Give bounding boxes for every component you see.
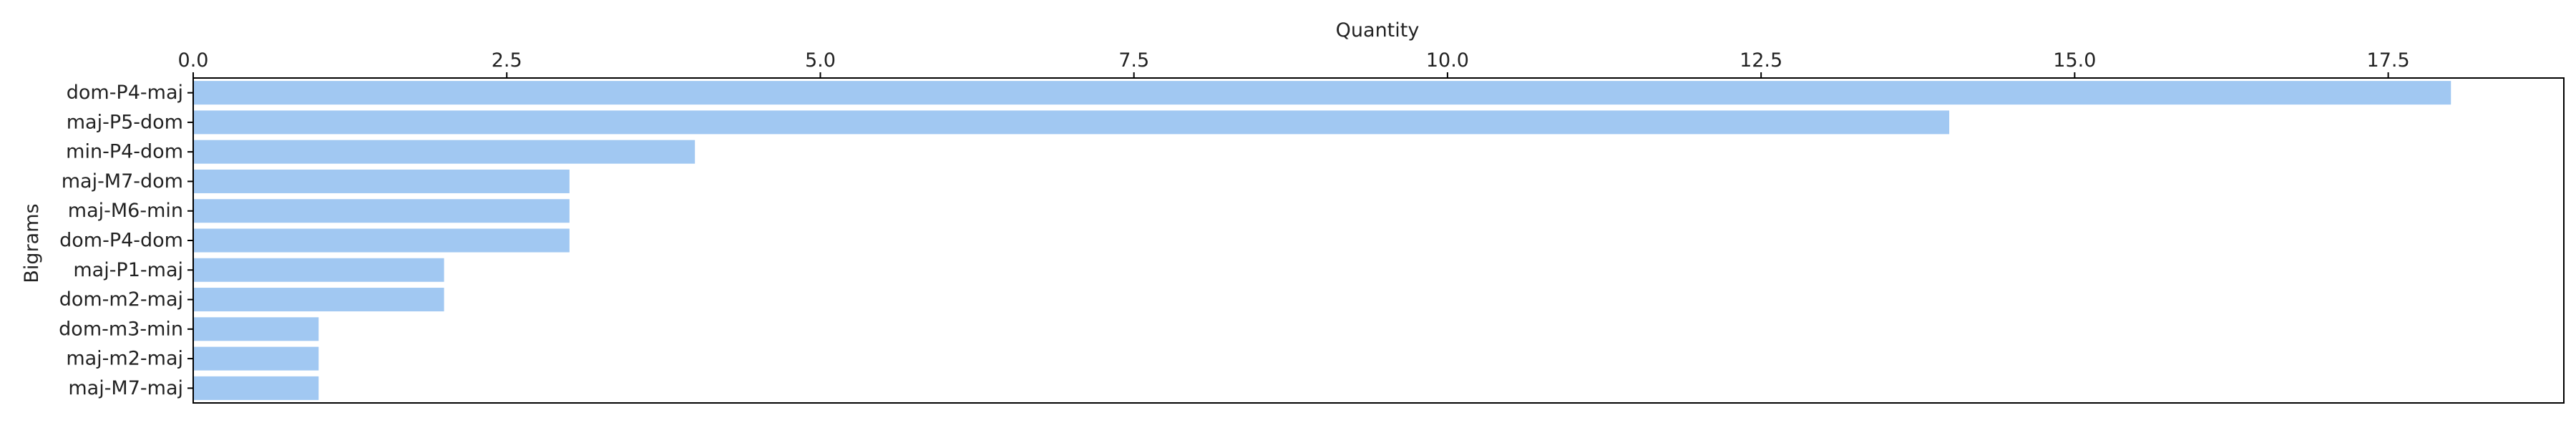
y-tick-label: min-P4-dom <box>66 141 183 163</box>
x-tick-label: 15.0 <box>2053 49 2096 72</box>
x-tick-label: 0.0 <box>178 49 209 72</box>
bar-dom-P4-dom <box>193 228 570 253</box>
x-tick-label: 5.0 <box>805 49 836 72</box>
y-tick-label: maj-M6-min <box>68 200 183 222</box>
y-tick-label: dom-P4-maj <box>67 82 183 104</box>
x-axis-label: Quantity <box>1336 19 1420 42</box>
y-tick-label: maj-M7-maj <box>68 377 183 399</box>
x-tick-label: 7.5 <box>1118 49 1149 72</box>
y-tick-label: dom-m3-min <box>59 318 183 340</box>
bar-maj-m2-maj <box>193 346 319 371</box>
x-tick-label: 2.5 <box>492 49 522 72</box>
x-tick-label: 17.5 <box>2367 49 2410 72</box>
bar-maj-P1-maj <box>193 258 444 282</box>
y-tick-label: dom-P4-dom <box>59 230 183 252</box>
bar-maj-P5-dom <box>193 110 1950 135</box>
plot-frame <box>192 77 2565 404</box>
y-tick-label: dom-m2-maj <box>59 288 183 311</box>
y-axis-label: Bigrams <box>21 203 43 283</box>
y-tick-label: maj-P1-maj <box>73 259 183 281</box>
bar-dom-m2-maj <box>193 288 444 312</box>
bar-maj-M6-min <box>193 199 570 223</box>
x-tick-label: 12.5 <box>1740 49 1782 72</box>
bar-maj-M7-dom <box>193 169 570 193</box>
bar-maj-M7-maj <box>193 376 319 400</box>
ticks-layer: dom-P4-maj maj-P5-dom min-P4-dom maj-M7-dom… <box>59 49 2409 399</box>
bars-layer <box>193 81 2451 400</box>
x-tick-label: 10.0 <box>1426 49 1469 72</box>
y-tick-label: maj-m2-maj <box>66 348 183 370</box>
y-tick-label: maj-M7-dom <box>62 170 183 193</box>
bar-min-P4-dom <box>193 140 696 164</box>
bar-dom-m3-min <box>193 317 319 341</box>
y-tick-label: maj-P5-dom <box>67 111 183 133</box>
bar-dom-P4-maj <box>193 81 2451 105</box>
